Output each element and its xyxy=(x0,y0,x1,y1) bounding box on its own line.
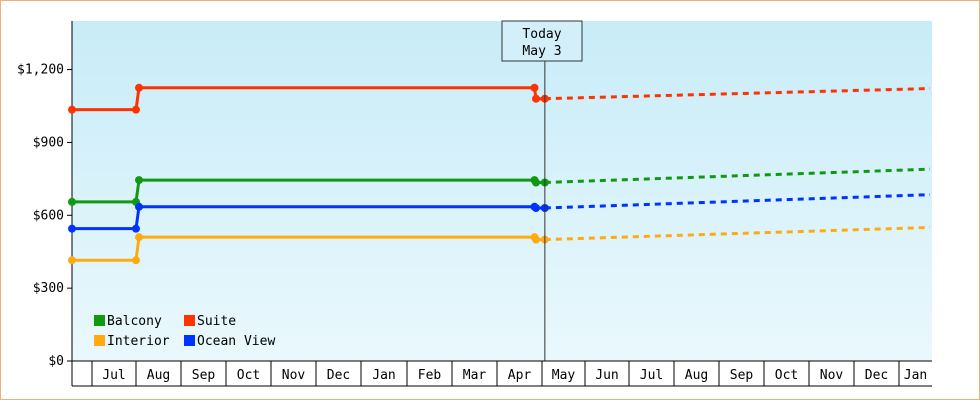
data-point[interactable] xyxy=(135,83,143,92)
data-point[interactable] xyxy=(135,233,143,242)
data-point[interactable] xyxy=(135,202,143,211)
plot-background xyxy=(72,21,932,361)
legend-label: Balcony xyxy=(107,314,162,329)
data-point[interactable] xyxy=(68,197,76,206)
data-point[interactable] xyxy=(68,256,76,265)
data-point[interactable] xyxy=(68,105,76,114)
legend-swatch xyxy=(184,315,195,326)
y-tick-label: $300 xyxy=(33,281,64,296)
series-forecast-line xyxy=(544,193,931,210)
legend-label: Suite xyxy=(197,314,236,329)
grid xyxy=(91,361,900,386)
series-group xyxy=(68,83,931,265)
x-axis-labels: Jul Aug Sep Oct Nov Dec Jan Feb Mar Apr May Jun Jul A… xyxy=(102,368,927,383)
y-tick-label: $1,200 xyxy=(17,63,64,78)
x-tick-label: Oct xyxy=(237,368,260,383)
y-tick-label: $0 xyxy=(48,354,64,369)
today-marker: Today May 3 xyxy=(501,20,583,361)
today-label-box xyxy=(501,20,583,62)
series-forecast-line xyxy=(544,225,931,242)
legend: Balcony Suite Interior Ocean View xyxy=(94,314,275,349)
x-tick-label: Oct xyxy=(775,368,798,383)
legend-swatch xyxy=(94,315,105,326)
x-tick-label: Mar xyxy=(463,368,487,383)
x-tick-label: Jul xyxy=(102,368,125,383)
data-point[interactable] xyxy=(135,176,143,185)
x-tick-label: Jun xyxy=(595,368,618,383)
x-tick-label: Aug xyxy=(147,368,170,383)
x-tick-label: Nov xyxy=(820,368,844,383)
series-forecast-line xyxy=(544,87,931,101)
y-tick-label: $900 xyxy=(33,135,64,150)
data-point[interactable] xyxy=(68,224,76,233)
data-point[interactable] xyxy=(532,204,540,212)
legend-label: Ocean View xyxy=(197,334,275,349)
today-label: Today xyxy=(522,27,561,42)
data-point[interactable] xyxy=(532,94,540,103)
legend-swatch xyxy=(94,335,105,346)
series-interior xyxy=(68,225,931,265)
y-axis-labels: $0 $300 $600 $900 $1,200 xyxy=(17,63,64,369)
x-tick-label: Feb xyxy=(418,368,442,383)
x-tick-label: Jan xyxy=(372,368,395,383)
y-tick-label: $600 xyxy=(33,208,64,223)
x-tick-label: May xyxy=(552,368,576,383)
data-point[interactable] xyxy=(132,105,140,114)
x-tick-label: Dec xyxy=(865,368,888,383)
today-date: May 3 xyxy=(522,44,561,59)
x-tick-label: Sep xyxy=(192,368,216,383)
x-tick-label: Sep xyxy=(730,368,754,383)
x-tick-label: Jul xyxy=(640,368,663,383)
legend-label: Interior xyxy=(107,334,170,349)
data-point[interactable] xyxy=(132,256,140,265)
x-tick-label: Dec xyxy=(327,368,350,383)
data-point[interactable] xyxy=(132,224,140,233)
data-point[interactable] xyxy=(532,235,540,244)
data-point[interactable] xyxy=(532,178,540,187)
series-suite xyxy=(68,83,931,114)
series-forecast-line xyxy=(544,167,931,184)
data-point[interactable] xyxy=(530,83,539,92)
x-tick-label: Jan xyxy=(904,368,927,383)
x-tick-label: Nov xyxy=(282,368,306,383)
legend-swatch xyxy=(184,335,195,346)
x-tick-label: Apr xyxy=(508,368,532,383)
x-tick-label: Aug xyxy=(685,368,708,383)
